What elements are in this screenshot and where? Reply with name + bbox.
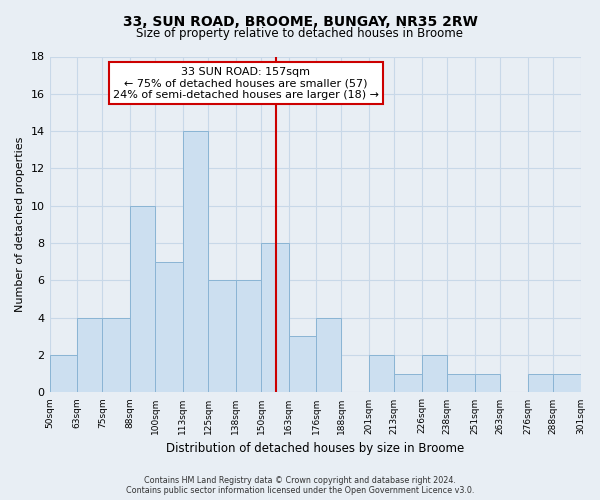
Bar [208,280,236,392]
Bar [289,336,316,392]
X-axis label: Distribution of detached houses by size in Broome: Distribution of detached houses by size … [166,442,464,455]
Bar [77,318,103,392]
Bar [475,374,500,392]
Bar [261,243,289,392]
Bar [103,318,130,392]
Bar [422,355,447,393]
Bar [369,355,394,393]
Bar [236,280,261,392]
Bar [527,374,553,392]
Bar [447,374,475,392]
Bar [553,374,581,392]
Text: 33 SUN ROAD: 157sqm
← 75% of detached houses are smaller (57)
24% of semi-detach: 33 SUN ROAD: 157sqm ← 75% of detached ho… [113,66,379,100]
Text: Size of property relative to detached houses in Broome: Size of property relative to detached ho… [137,28,464,40]
Bar [316,318,341,392]
Bar [394,374,422,392]
Bar [155,262,183,392]
Y-axis label: Number of detached properties: Number of detached properties [15,137,25,312]
Bar [130,206,155,392]
Bar [183,131,208,392]
Bar [50,355,77,393]
Text: 33, SUN ROAD, BROOME, BUNGAY, NR35 2RW: 33, SUN ROAD, BROOME, BUNGAY, NR35 2RW [122,15,478,29]
Text: Contains HM Land Registry data © Crown copyright and database right 2024.
Contai: Contains HM Land Registry data © Crown c… [126,476,474,495]
